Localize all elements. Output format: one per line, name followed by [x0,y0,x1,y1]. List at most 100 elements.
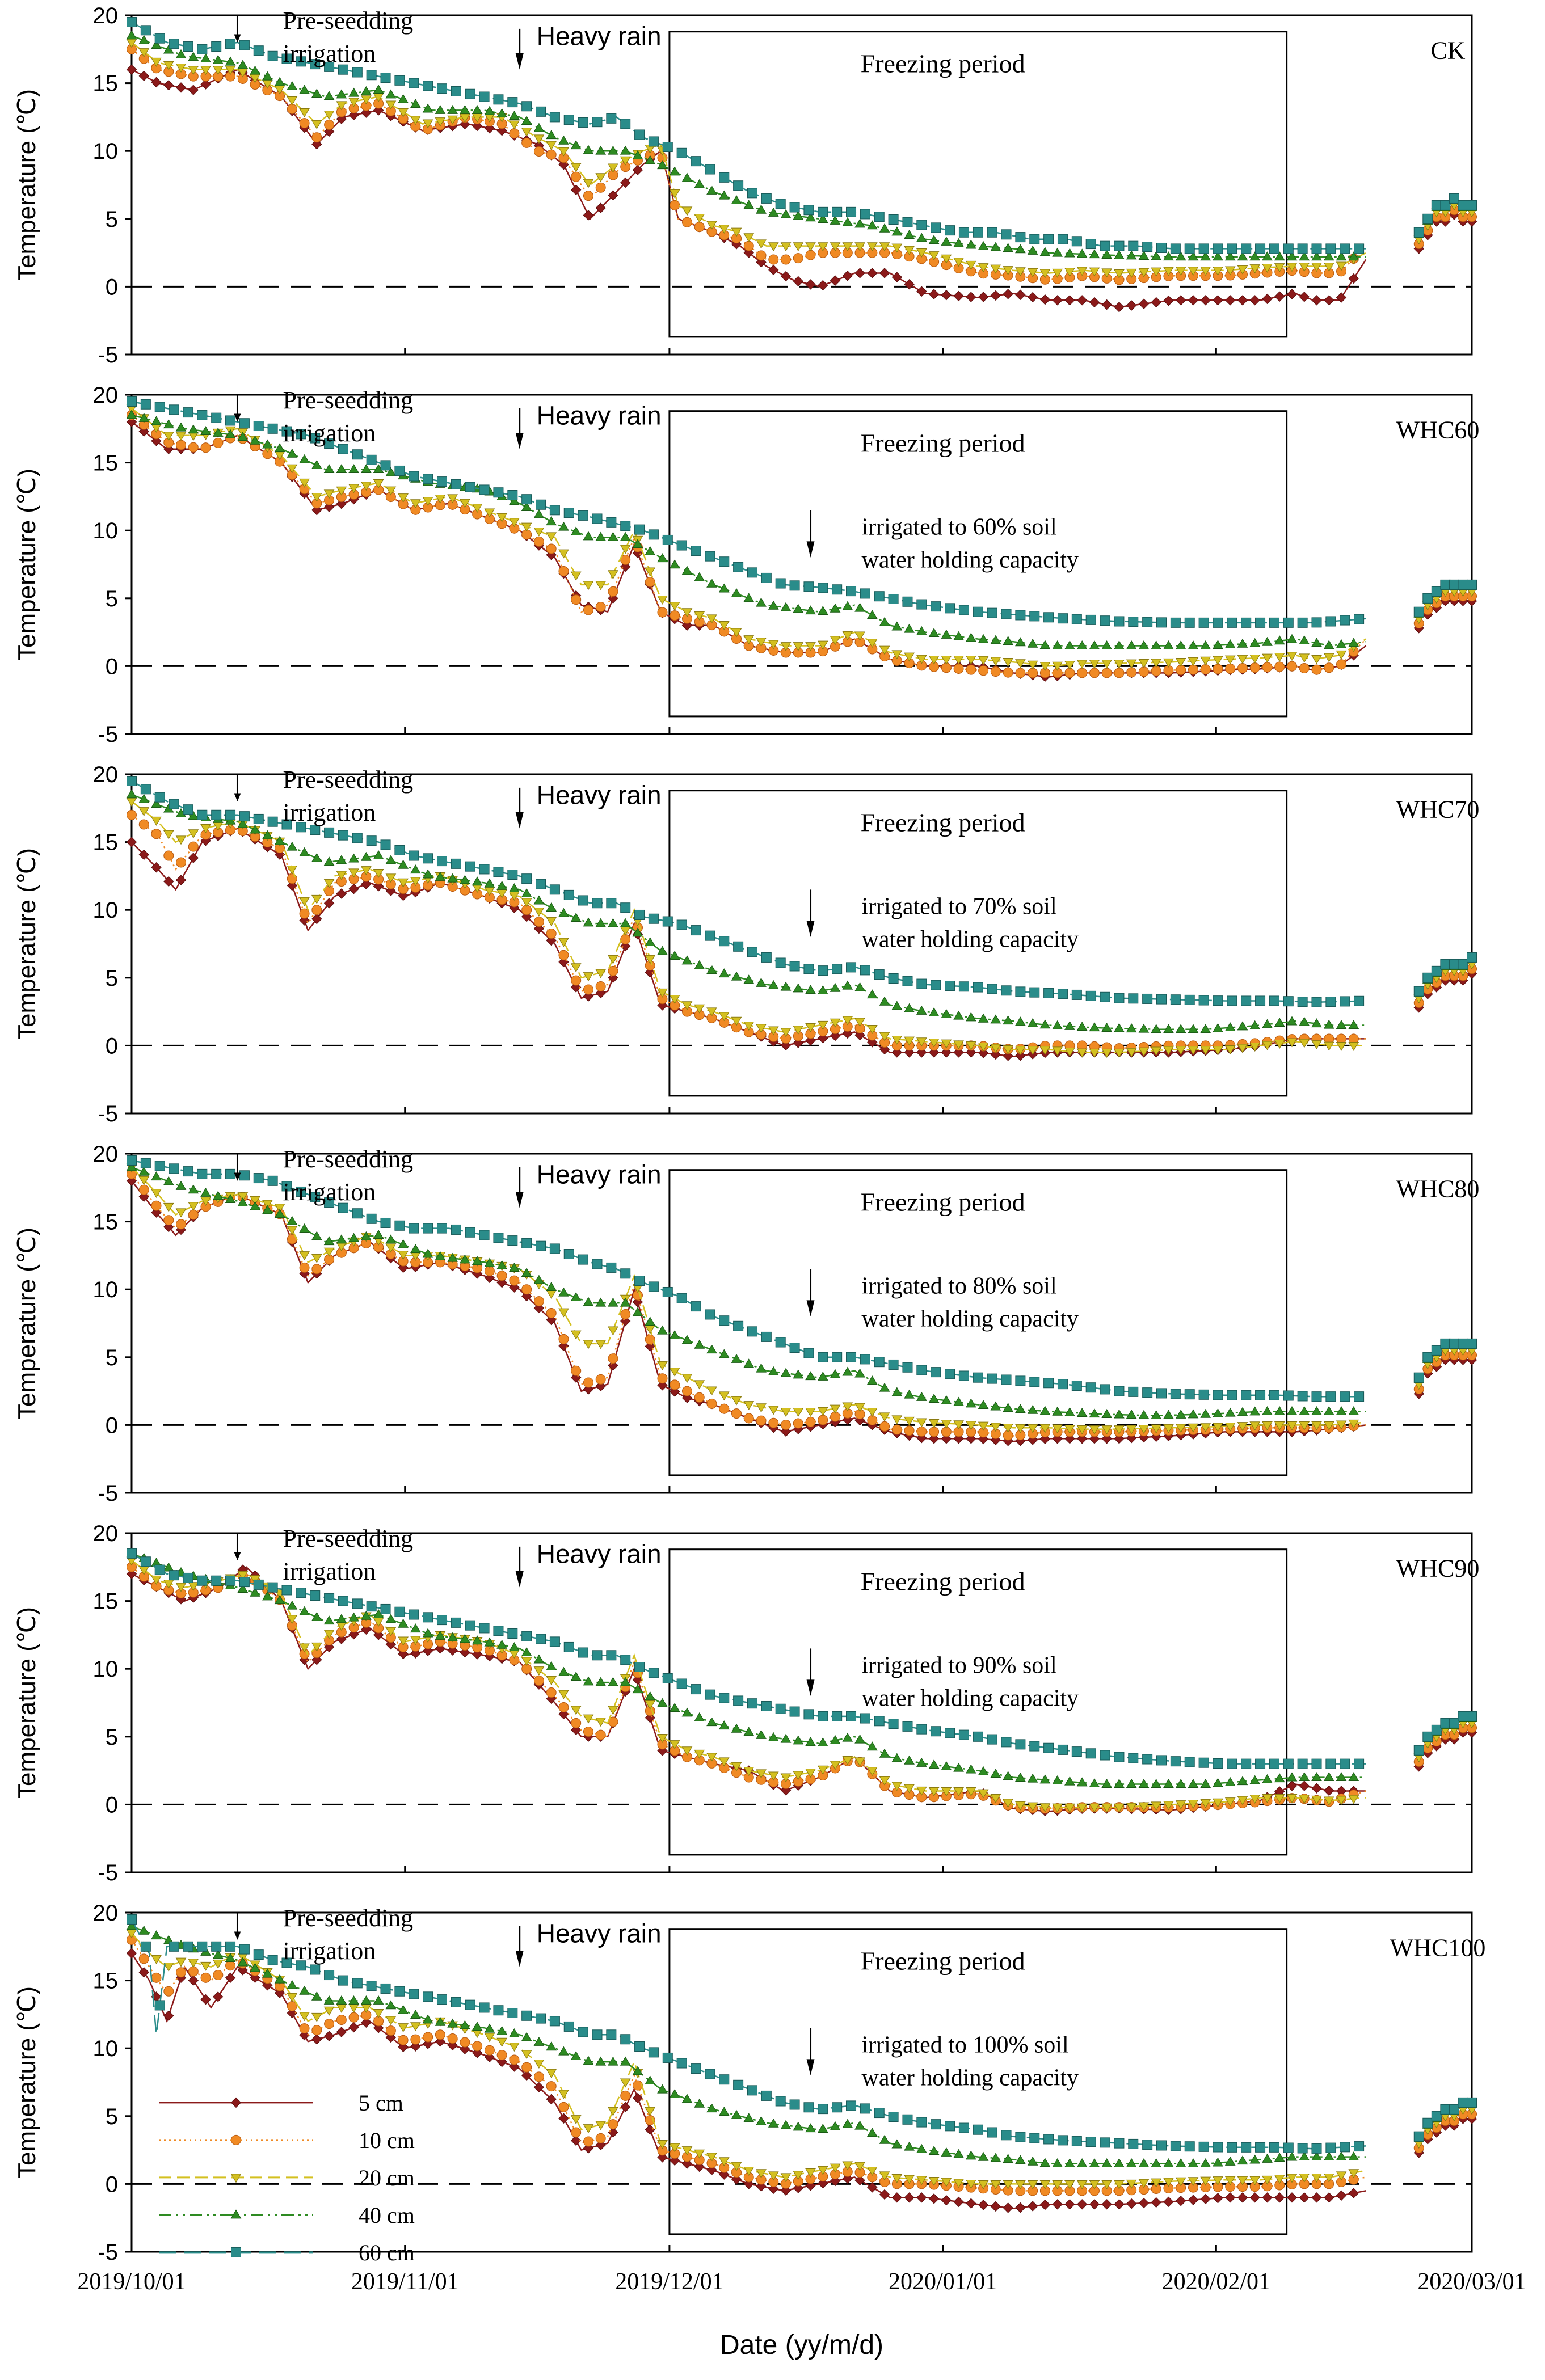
marker-40cm [1274,251,1285,261]
marker-20cm [1188,1046,1199,1056]
marker-20cm [175,1957,187,1967]
marker-60cm [1241,617,1252,628]
marker-40cm [916,1757,927,1767]
marker-40cm [1126,250,1137,260]
marker-60cm [1170,617,1181,628]
marker-40cm [978,2151,989,2161]
marker-20cm [965,1787,976,1796]
marker-40cm [1237,2155,1248,2165]
marker-40cm [1299,635,1310,644]
freezing-period-label: Freezing period [861,1187,1025,1216]
marker-10cm [151,1972,162,1983]
y-tick-label: 20 [93,1901,119,1926]
marker-60cm [1015,1739,1026,1750]
marker-10cm [188,841,199,852]
marker-20cm [953,2179,964,2188]
marker-40cm [1175,251,1186,261]
marker-40cm [854,1734,865,1744]
marker-40cm [435,1251,446,1260]
marker-40cm [731,1723,742,1733]
marker-60cm [1227,1758,1237,1769]
marker-40cm [1052,1020,1063,1029]
y-tick-label: 5 [106,1345,118,1370]
marker-40cm [1003,243,1013,252]
pre-seeding-label: Pre-seedding irrigation [283,386,413,447]
marker-60cm [310,1590,321,1601]
y-tick-label: 10 [93,1277,119,1302]
marker-10cm [1114,668,1125,678]
marker-5cm [1274,291,1285,302]
marker-20cm [1151,267,1162,277]
marker-10cm [595,182,606,193]
marker-20cm [1323,263,1334,272]
marker-60cm [225,809,236,820]
marker-40cm [1224,2156,1236,2166]
marker-60cm [465,861,475,872]
marker-20cm [1039,1046,1051,1056]
marker-40cm [1151,251,1162,260]
marker-40cm [620,918,631,927]
marker-60cm [521,494,532,505]
marker-40cm [780,981,792,991]
marker-20cm [410,1636,421,1645]
marker-10cm [533,917,544,927]
marker-60cm [846,1352,857,1362]
marker-60cm [465,88,475,99]
marker-20cm [1126,1048,1137,1057]
marker-40cm [225,56,236,66]
marker-20cm [780,1408,792,1417]
marker-60cm [366,835,377,846]
marker-60cm [1029,1741,1040,1752]
marker-40cm [336,1234,347,1244]
marker-60cm [973,1372,983,1383]
marker-60cm [451,858,461,869]
marker-60cm [296,56,306,67]
marker-20cm [410,877,421,887]
marker-20cm [990,657,1001,666]
marker-20cm [941,254,952,264]
marker-20cm [879,242,890,252]
marker-20cm [904,1784,915,1794]
marker-60cm [1269,617,1279,628]
marker-40cm [768,1366,779,1375]
marker-60cm [1071,2136,1082,2146]
marker-20cm [1138,2179,1150,2188]
marker-5cm [1163,2196,1174,2208]
x-tick-label: 2020/03/01 [1417,2269,1526,2295]
marker-40cm [410,2010,421,2019]
marker-60cm [1241,995,1252,1006]
marker-60cm [719,1315,730,1326]
marker-60cm [1440,2104,1451,2115]
marker-5cm [1286,1780,1298,1791]
marker-60cm [606,898,617,909]
marker-10cm [509,2054,520,2065]
marker-5cm [1039,2199,1051,2210]
marker-40cm [1101,250,1113,259]
marker-60cm [1255,1758,1266,1769]
marker-60cm [549,505,560,516]
marker-40cm [1213,1408,1223,1417]
marker-60cm [380,73,391,83]
marker-60cm [267,816,278,827]
marker-10cm [163,1986,174,1997]
marker-40cm [632,539,643,548]
marker-60cm [352,1978,363,1989]
marker-20cm [768,2171,779,2181]
marker-40cm [706,1344,717,1354]
marker-40cm [743,200,755,209]
marker-40cm [866,610,878,619]
marker-5cm [990,290,1001,301]
marker-60cm [1458,1711,1468,1721]
marker-40cm [299,454,310,463]
marker-20cm [805,242,816,252]
panel-title: WHC100 [1390,1934,1486,1962]
marker-60cm [183,41,193,52]
marker-10cm [521,137,532,148]
marker-40cm [1064,1776,1075,1786]
marker-20cm [336,871,347,880]
marker-40cm [546,1661,557,1671]
y-tick-label: 10 [93,518,119,543]
marker-20cm [718,1391,730,1401]
marker-60cm [338,830,348,841]
marker-40cm [891,1001,903,1010]
